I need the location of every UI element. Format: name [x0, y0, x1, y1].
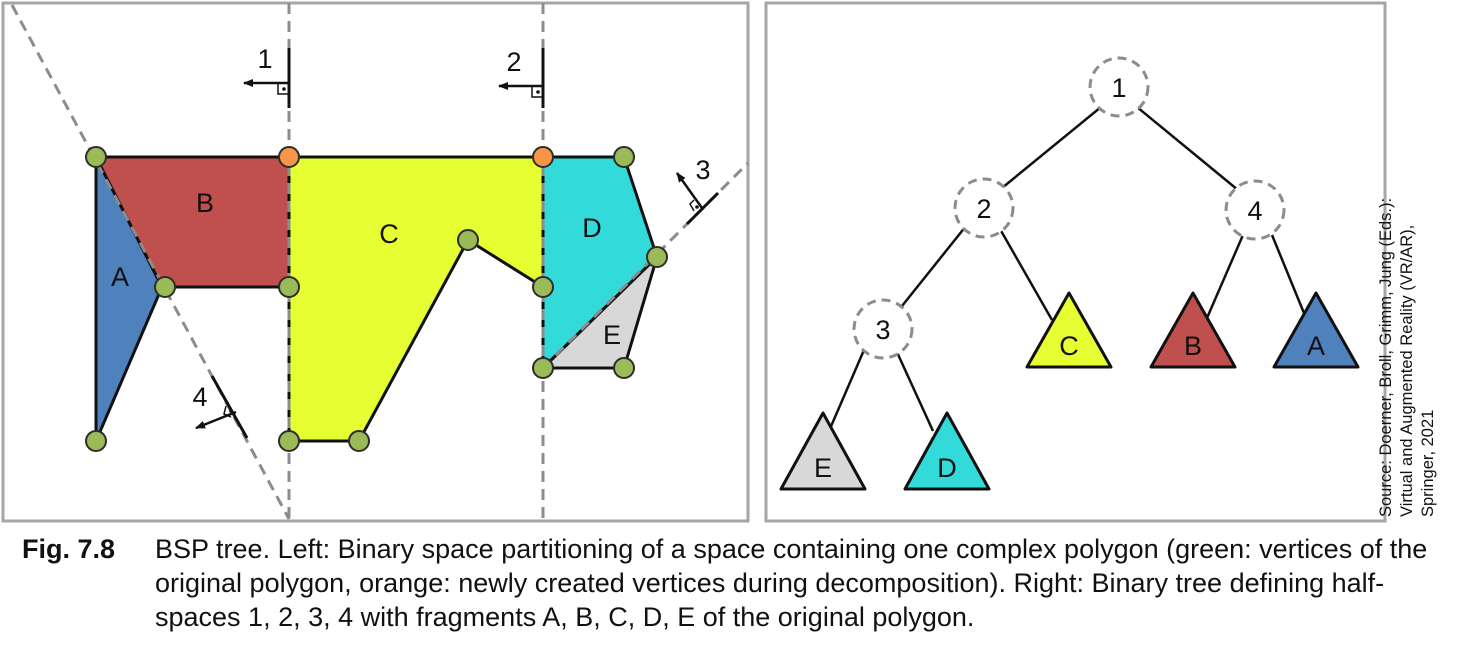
original-vertex	[532, 357, 554, 379]
tree-leaf-a	[1272, 291, 1360, 369]
tree-node-1	[1088, 56, 1150, 118]
new-vertex	[532, 146, 554, 168]
original-vertex	[532, 276, 554, 298]
tree-leaf-c-label: C	[1059, 331, 1079, 361]
tree-leaf-d	[903, 411, 991, 491]
source-line-1: Source: Doerner, Broll, Grimm, Jung (Eds…	[1377, 197, 1395, 517]
split-label-2: 2	[506, 47, 521, 77]
split-marker-2	[498, 48, 545, 108]
original-vertex	[613, 357, 635, 379]
original-vertex	[278, 276, 300, 298]
tree-node-3-label: 3	[875, 315, 890, 345]
original-vertex	[646, 246, 668, 268]
original-vertex	[154, 276, 176, 298]
tree-node-3	[852, 298, 914, 360]
split-label-3: 3	[695, 155, 710, 185]
original-vertex	[85, 146, 107, 168]
tree-panel-frame	[764, 1, 1387, 523]
tree-node-1-label: 1	[1111, 73, 1126, 103]
split-marker-3	[675, 172, 720, 226]
region-label-e: E	[603, 320, 621, 350]
tree-node-4-label: 4	[1247, 196, 1262, 226]
region-label-c: C	[379, 219, 399, 249]
tree-edges	[827, 106, 1308, 432]
split-label-4: 4	[192, 382, 207, 412]
tree-leaf-b-label: B	[1184, 331, 1202, 361]
tree-node-2-label: 2	[976, 194, 991, 224]
split-marker-4	[195, 375, 249, 439]
original-vertex	[348, 430, 370, 452]
split-label-1: 1	[257, 44, 272, 74]
original-vertex	[457, 229, 479, 251]
original-vertex	[613, 146, 635, 168]
tree-leaf-b	[1149, 291, 1237, 369]
bsp-tree-panel: 1 2 4 3 C B A E D	[764, 1, 1387, 523]
tree-leaf-a-label: A	[1307, 331, 1325, 361]
region-label-b: B	[196, 188, 214, 218]
source-line-3: Springer, 2021	[1419, 409, 1437, 517]
tree-leaf-c	[1025, 291, 1113, 369]
caption-text: BSP tree. Left: Binary space partitionin…	[155, 534, 1428, 633]
tree-node-4	[1224, 179, 1286, 241]
split-marker-1	[243, 48, 291, 108]
source-line-2: Virtual and Augmented Reality (VR/AR),	[1398, 224, 1416, 517]
partition-panel: A B C D E 1 2 3 4	[1, 1, 750, 523]
figure-number: Fig. 7.8	[22, 534, 116, 564]
tree-leaf-e	[779, 411, 867, 491]
new-vertex	[278, 146, 300, 168]
tree-leaf-e-label: E	[814, 453, 832, 483]
original-vertex	[278, 430, 300, 452]
tree-node-2	[953, 177, 1015, 239]
original-vertex	[85, 430, 107, 452]
source-attribution: Source: Doerner, Broll, Grimm, Jung (Eds…	[1376, 0, 1456, 517]
region-label-d: D	[582, 213, 602, 243]
region-label-a: A	[111, 262, 129, 292]
tree-leaf-d-label: D	[937, 453, 957, 483]
